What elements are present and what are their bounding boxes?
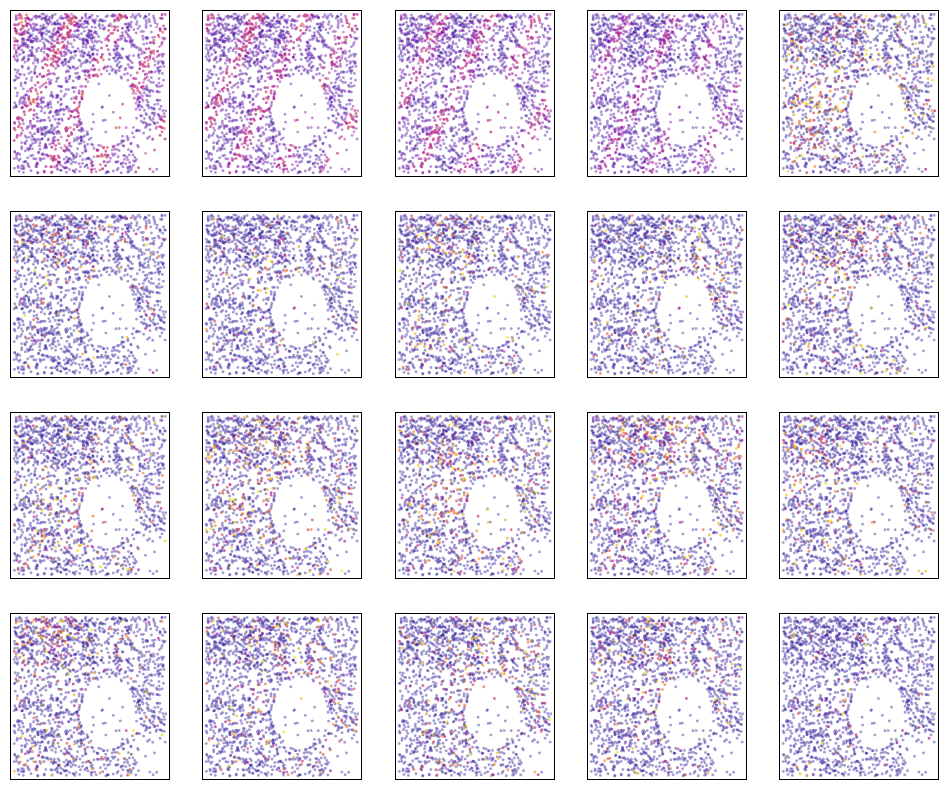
point-cloud [781,12,937,175]
scatter-plot-area [12,615,168,778]
scatter-panel-r1-c2 [202,10,362,177]
point-cloud [12,615,168,778]
scatter-plot-area [589,615,745,778]
point-cloud [204,213,360,376]
scatter-plot-area [397,213,553,376]
point-cloud [204,615,360,778]
scatter-panel-r1-c4 [587,10,747,177]
point-cloud [589,615,745,778]
point-cloud [781,615,937,778]
scatter-plot-area [12,414,168,577]
point-cloud [12,213,168,376]
scatter-plot-area [397,12,553,175]
scatter-plot-area [204,414,360,577]
point-cloud [397,615,553,778]
scatter-plot-area [589,414,745,577]
scatter-panel-r3-c4 [587,412,747,579]
scatter-panel-r1-c1 [10,10,170,177]
scatter-plot-area [589,213,745,376]
point-cloud [589,414,745,577]
point-cloud [12,12,168,175]
point-cloud [589,213,745,376]
scatter-panel-r3-c5 [779,412,939,579]
point-cloud [781,414,937,577]
point-cloud [204,12,360,175]
scatter-panel-r1-c5 [779,10,939,177]
scatter-plot-area [204,213,360,376]
scatter-panel-r2-c2 [202,211,362,378]
point-cloud [397,213,553,376]
point-cloud [589,12,745,175]
scatter-plot-area [781,213,937,376]
scatter-plot-area [397,414,553,577]
scatter-panel-r4-c1 [10,613,170,780]
scatter-plot-area [781,12,937,175]
scatter-panel-r2-c5 [779,211,939,378]
scatter-plot-area [781,615,937,778]
point-cloud [204,414,360,577]
scatter-panel-r3-c2 [202,412,362,579]
scatter-plot-area [397,615,553,778]
scatter-panel-r3-c3 [395,412,555,579]
scatter-panel-r4-c4 [587,613,747,780]
point-cloud [12,414,168,577]
scatter-panel-r3-c1 [10,412,170,579]
scatter-plot-area [12,12,168,175]
scatter-plot-area [204,12,360,175]
scatter-panel-r1-c3 [395,10,555,177]
scatter-plot-area [12,213,168,376]
scatter-panel-r2-c4 [587,211,747,378]
scatter-panel-r4-c2 [202,613,362,780]
scatter-panel-r4-c5 [779,613,939,780]
point-cloud [397,12,553,175]
scatter-plot-area [204,615,360,778]
scatter-panel-r2-c3 [395,211,555,378]
scatter-panel-r2-c1 [10,211,170,378]
point-cloud [397,414,553,577]
scatter-panel-r4-c3 [395,613,555,780]
scatter-plot-area [589,12,745,175]
scatter-plot-area [781,414,937,577]
point-cloud [781,213,937,376]
